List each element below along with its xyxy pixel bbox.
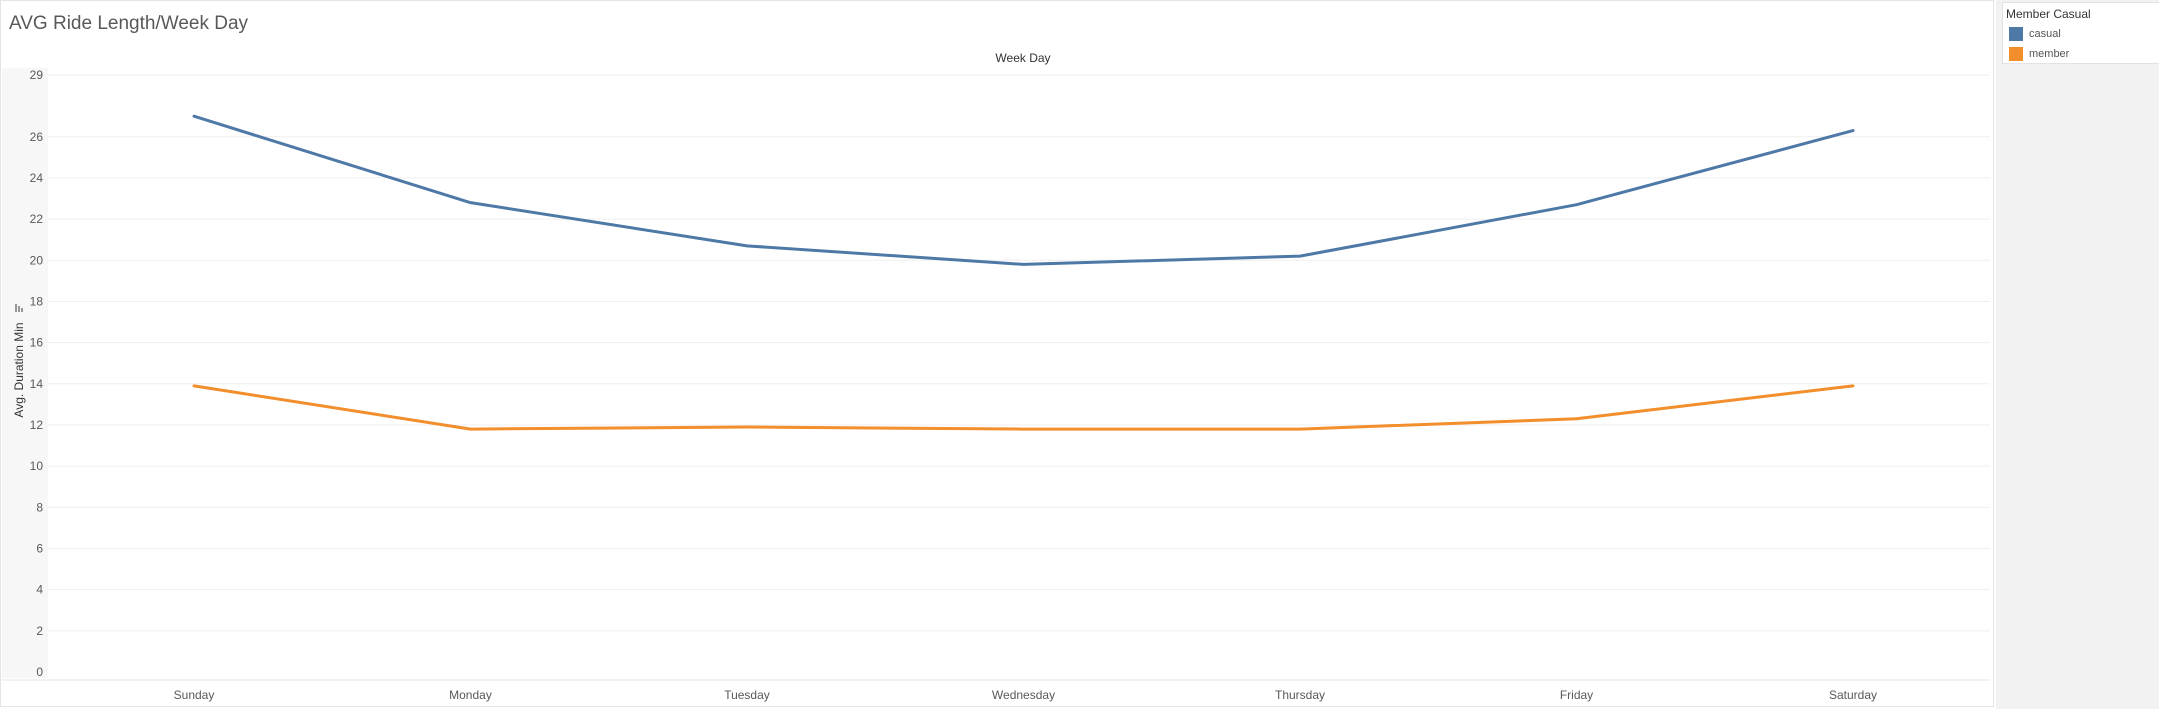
x-tick-label-friday: Friday xyxy=(1560,688,1593,702)
y-tick-label: 14 xyxy=(30,377,44,391)
side-panel xyxy=(1996,0,2159,709)
y-tick-label: 24 xyxy=(30,171,44,185)
y-tick-label: 26 xyxy=(30,130,44,144)
legend: Member Casual casual member xyxy=(2002,2,2159,64)
legend-swatch-member xyxy=(2009,47,2023,61)
series-line-casual[interactable] xyxy=(192,114,1855,266)
legend-title: Member Casual xyxy=(2006,7,2091,21)
y-tick-label: 29 xyxy=(30,68,44,82)
series-lines xyxy=(192,114,1855,431)
y-tick-label: 4 xyxy=(36,583,43,597)
x-tick-label-tuesday: Tuesday xyxy=(724,688,770,702)
y-axis-title-group: Avg. Duration Min xyxy=(12,304,26,418)
y-tick-label: 22 xyxy=(30,212,44,226)
x-tick-label-saturday: Saturday xyxy=(1829,688,1877,702)
sort-descending-icon[interactable] xyxy=(15,304,23,312)
x-tick-label-wednesday: Wednesday xyxy=(992,688,1055,702)
y-tick-label: 8 xyxy=(36,500,43,514)
y-tick-label: 2 xyxy=(36,624,43,638)
y-tick-label: 6 xyxy=(36,541,43,555)
x-tick-label-sunday: Sunday xyxy=(174,688,215,702)
legend-item-member[interactable]: member xyxy=(2009,46,2069,62)
y-axis-title: Avg. Duration Min xyxy=(12,322,26,417)
y-tick-label: 16 xyxy=(30,336,44,350)
x-tick-label-monday: Monday xyxy=(449,688,492,702)
y-tick-label: 12 xyxy=(30,418,44,432)
x-tick-label-thursday: Thursday xyxy=(1275,688,1325,702)
chart-title: AVG Ride Length/Week Day xyxy=(9,13,249,34)
series-line-member[interactable] xyxy=(192,384,1855,431)
y-tick-label: 20 xyxy=(30,253,44,267)
x-axis-ticks: Sunday Monday Tuesday Wednesday Thursday Frid… xyxy=(174,688,1877,702)
grid-lines xyxy=(2,68,1990,681)
legend-label-casual: casual xyxy=(2029,28,2061,40)
y-tick-label: 18 xyxy=(30,294,44,308)
legend-item-casual[interactable]: casual xyxy=(2009,26,2061,42)
y-tick-label: 10 xyxy=(30,459,44,473)
x-axis-title: Week Day xyxy=(995,51,1050,65)
legend-label-member: member xyxy=(2029,48,2070,60)
legend-swatch-casual xyxy=(2009,27,2023,41)
y-tick-label: 0 xyxy=(36,665,43,679)
y-axis-background xyxy=(2,68,48,678)
